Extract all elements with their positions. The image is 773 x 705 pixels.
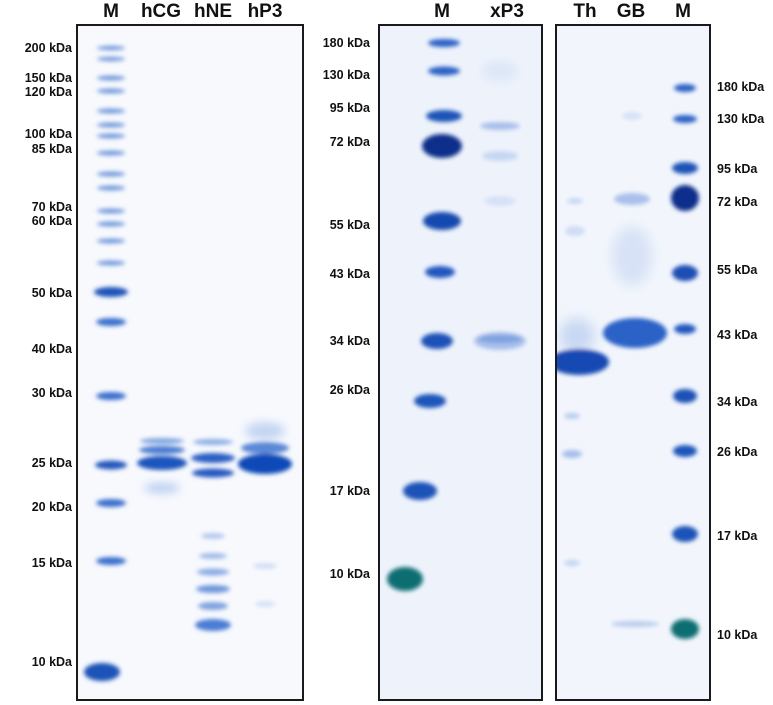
gel3-marker-label: 10 kDa (717, 628, 758, 642)
gel-panel-2 (378, 24, 543, 701)
gel2-marker-label: 130 kDa (322, 68, 370, 82)
gel1-marker-label: 10 kDa (31, 655, 72, 669)
gel3-marker-label: 95 kDa (717, 162, 758, 176)
lane-title-gel1-M: M (103, 1, 119, 22)
gel-panel-3 (555, 24, 711, 701)
lane-title-gel1-hCG: hCG (140, 1, 182, 22)
gel1-bands-image (84, 45, 292, 681)
gel2-marker-label: 34 kDa (329, 334, 370, 348)
gel1-marker-label: 120 kDa (24, 85, 72, 99)
gel1-marker-label: 200 kDa (24, 41, 72, 55)
gel1-marker-label: 85 kDa (31, 142, 72, 156)
lane-title-gel3-M: M (675, 1, 691, 22)
gel2-marker-label: 180 kDa (322, 36, 370, 50)
gel1-marker-ladder (84, 45, 128, 681)
gel1-marker-label: 50 kDa (31, 286, 72, 300)
gel1-marker-label: 30 kDa (31, 386, 72, 400)
gel3-marker-label: 180 kDa (717, 80, 765, 94)
lane-title-gel3-Th: Th (573, 1, 597, 22)
gel3-marker-label: 34 kDa (717, 395, 758, 409)
gel3-marker-label: 43 kDa (717, 328, 758, 342)
gel3-marker-label: 26 kDa (717, 445, 758, 459)
gel3-marker-label: 55 kDa (717, 263, 758, 277)
gel2-marker-label: 72 kDa (329, 135, 370, 149)
gel3-bands-image (557, 26, 709, 699)
lane-title-gel3-GB: GB (616, 1, 646, 22)
hp3-lane-bands (238, 422, 292, 607)
gel1-marker-label: 150 kDa (24, 71, 72, 85)
gel3-marker-ladder (671, 84, 699, 639)
gel2-marker-label: 95 kDa (329, 101, 370, 115)
gel3-marker-label: 17 kDa (717, 529, 758, 543)
gel-panel-1 (76, 24, 304, 701)
gel2-marker-ladder (387, 39, 462, 591)
gel3-marker-label: 72 kDa (717, 195, 758, 209)
gel2-bands-image (380, 26, 541, 699)
lane-title-gel1-hNE: hNE (194, 1, 232, 22)
gel1-marker-label: 70 kDa (31, 200, 72, 214)
gel2-marker-label: 43 kDa (329, 267, 370, 281)
gel1-marker-label: 25 kDa (31, 456, 72, 470)
gel2-marker-label: 55 kDa (329, 218, 370, 232)
gel3-marker-label: 130 kDa (717, 112, 765, 126)
gb-lane-bands (603, 112, 667, 627)
gel1-marker-label: 40 kDa (31, 342, 72, 356)
gel1-marker-label: 60 kDa (31, 214, 72, 228)
hcg-lane-bands (137, 438, 187, 493)
lane-title-gel2-M: M (434, 1, 450, 22)
gel2-marker-label: 10 kDa (329, 567, 370, 581)
xp3-lane-bands (474, 61, 526, 350)
gel1-marker-label: 100 kDa (24, 127, 72, 141)
gel2-marker-label: 26 kDa (329, 383, 370, 397)
gel1-marker-label: 20 kDa (31, 500, 72, 514)
gel2-marker-label: 17 kDa (329, 484, 370, 498)
lane-title-gel2-xP3: xP3 (490, 1, 524, 22)
gel1-marker-label: 15 kDa (31, 556, 72, 570)
th-lane-bands (557, 198, 609, 566)
hne-lane-bands (191, 439, 235, 631)
lane-title-gel1-hP3: hP3 (247, 1, 283, 22)
